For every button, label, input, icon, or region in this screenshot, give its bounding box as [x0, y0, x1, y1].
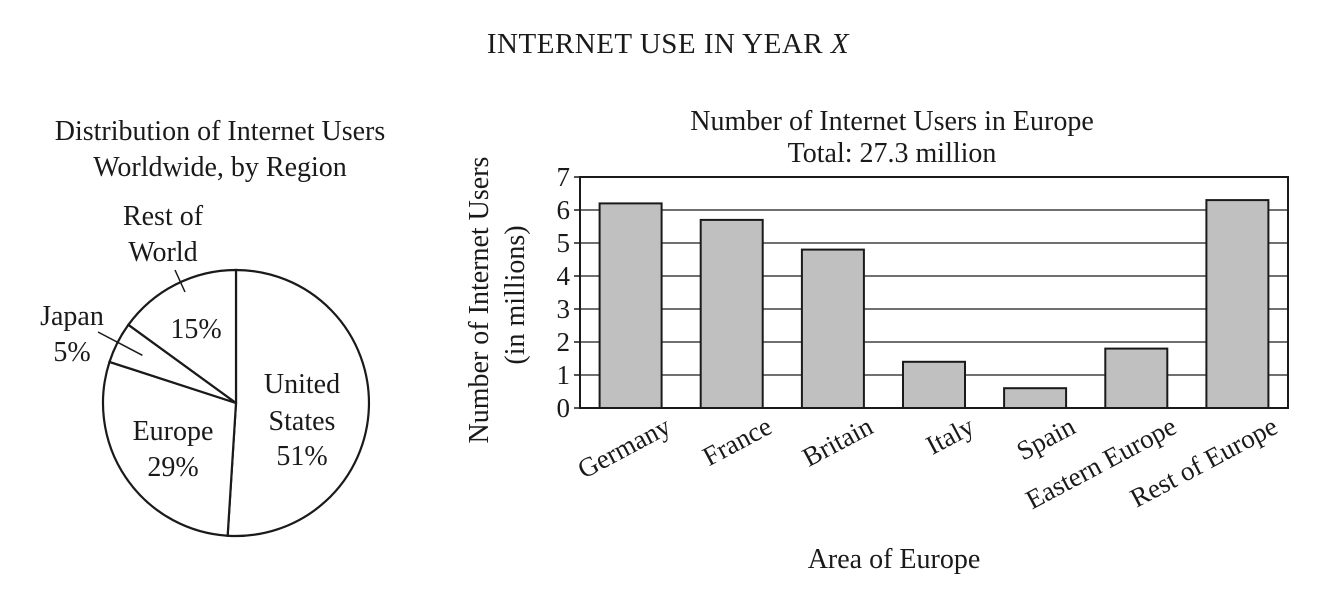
pie-value-rest-of-world: 15%	[170, 314, 221, 345]
pie-value-japan: 5%	[53, 337, 90, 368]
pie-label-rest-of-world-line-2: World	[128, 237, 197, 268]
bar-spain	[1003, 387, 1068, 410]
pie-chart: United States 51% Europe 29% Japan 5% Rest of Wo…	[40, 201, 371, 538]
bar-britain	[800, 248, 865, 409]
pie-slice-europe	[101, 360, 238, 537]
pie-leader-japan	[97, 331, 143, 356]
pie-slice-rest-of-world	[126, 268, 238, 406]
y-tick-label-5: 5	[557, 228, 571, 258]
pie-slice-united-states	[226, 268, 371, 538]
x-tick-label-spain: Spain	[1012, 411, 1081, 467]
figure-title: INTERNET USE IN YEAR X	[486, 28, 850, 60]
bar-italy	[902, 360, 966, 409]
bar-germany	[598, 202, 663, 410]
x-tick-label-britain: Britain	[797, 411, 878, 473]
y-tick-label-3: 3	[557, 294, 571, 324]
bar-title-line-2: Total: 27.3 million	[788, 138, 997, 169]
x-tick-label-france: France	[698, 411, 777, 472]
bar-rest-of-europe	[1205, 199, 1270, 409]
y-tick-label-1: 1	[557, 360, 571, 390]
bar-chart: Number of Internet Users in EuropeTotal:…	[464, 106, 1289, 575]
bar-eastern-europe	[1104, 347, 1169, 410]
y-tick-label-2: 2	[557, 327, 571, 357]
pie-label-rest-of-world-line-1: Rest of	[123, 201, 204, 232]
pie-title-line-2: Worldwide, by Region	[93, 152, 347, 183]
y-tick-label-7: 7	[557, 162, 571, 192]
y-tick-label-0: 0	[557, 393, 571, 423]
y-tick-label-6: 6	[557, 195, 571, 225]
pie-label-japan: Japan	[40, 301, 104, 332]
pie-label-europe: Europe	[133, 416, 214, 447]
y-axis-label-line-2: (in millions)	[500, 225, 531, 364]
y-tick-label-4: 4	[557, 261, 571, 291]
plot-frame	[579, 176, 1289, 409]
x-tick-label-germany: Germany	[573, 411, 676, 485]
pie-value-europe: 29%	[147, 452, 198, 483]
y-axis-label-line-1: Number of Internet Users	[464, 157, 495, 444]
pie-value-united-states: 51%	[276, 441, 327, 472]
x-tick-label-italy: Italy	[921, 411, 979, 461]
pie-label-united-states-line-2: States	[269, 406, 336, 437]
pie-title-line-1: Distribution of Internet Users	[54, 116, 386, 147]
pie-label-united-states-line-1: United	[264, 369, 340, 400]
x-axis-label: Area of Europe	[808, 544, 981, 575]
pie-leader-rest-of-world	[174, 269, 186, 293]
bar-title-line-1: Number of Internet Users in Europe	[690, 106, 1094, 137]
bar-france	[699, 218, 764, 410]
